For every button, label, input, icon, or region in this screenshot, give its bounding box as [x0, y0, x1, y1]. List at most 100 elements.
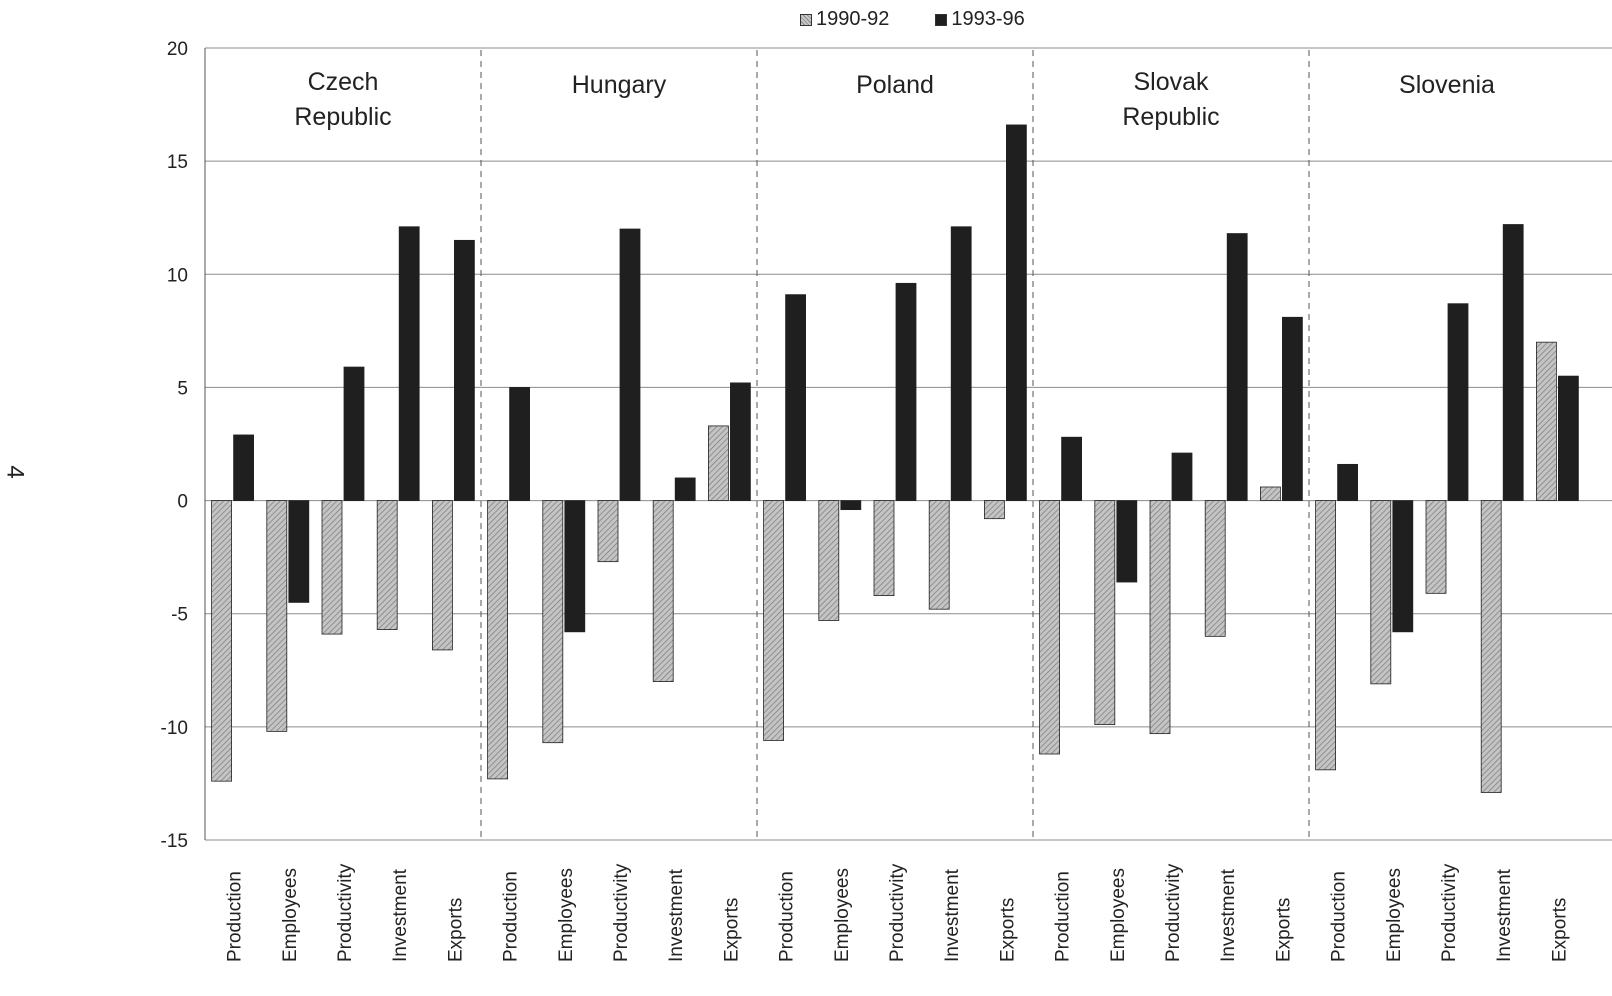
y-tick-label: 5	[177, 378, 188, 399]
category-label: Exports	[721, 898, 742, 962]
bar-1993-96-productivity	[895, 282, 917, 501]
group-title: Poland	[856, 71, 934, 99]
category-label: Production	[225, 871, 246, 962]
bar-1990-92-exports	[1536, 341, 1557, 501]
bar-1993-96-production	[785, 294, 806, 501]
bar-1990-92-productivity	[873, 500, 895, 597]
category-label: Production	[501, 871, 522, 962]
category-label: Productivity	[1439, 863, 1460, 962]
category-label: Production	[1053, 871, 1074, 962]
bar-1990-92-exports	[431, 500, 453, 651]
group-title: Hungary	[572, 71, 667, 99]
bar-1993-96-employees	[1116, 500, 1138, 583]
category-label: Investment	[1494, 868, 1515, 962]
group-title: Republic	[1122, 103, 1219, 131]
y-tick-label: -5	[171, 605, 188, 626]
bar-1993-96-investment	[1226, 233, 1248, 501]
bar-1993-96-employees	[1392, 500, 1414, 633]
bar-1993-96-production	[1337, 463, 1358, 501]
group-title: Slovak	[1133, 68, 1209, 96]
bar-1993-96-employees	[288, 500, 310, 603]
bar-1990-92-investment	[1480, 500, 1502, 793]
legend-swatch-1990-92	[800, 13, 812, 26]
bar-1993-96-exports	[1006, 124, 1027, 501]
bar-1993-96-employees	[840, 500, 862, 511]
y-tick-label: 10	[167, 265, 188, 286]
bar-1990-92-production	[487, 500, 509, 780]
bar-1990-92-productivity	[321, 500, 343, 635]
y-tick-label: 20	[167, 39, 188, 60]
legend-item-1993-96: 1993-96	[935, 8, 1025, 31]
bar-1993-96-exports	[453, 239, 475, 501]
bars-layer	[211, 124, 1579, 793]
category-label: Production	[777, 871, 798, 962]
bar-1993-96-production	[509, 387, 531, 501]
bar-1990-92-production	[211, 500, 233, 782]
category-label: Exports	[997, 898, 1018, 962]
bar-1993-96-production	[233, 434, 255, 501]
bar-1990-92-exports	[984, 500, 1005, 520]
bar-1993-96-exports	[1558, 375, 1579, 501]
legend-item-1990-92: 1990-92	[800, 8, 889, 31]
category-label: Exports	[1273, 898, 1294, 962]
category-label: Productivity	[611, 863, 632, 962]
group-title: Republic	[294, 103, 391, 131]
y-tick-label: 0	[177, 492, 188, 513]
bar-1990-92-production	[763, 500, 784, 741]
group-title: Slovenia	[1399, 71, 1495, 99]
bar-1993-96-investment	[1502, 224, 1524, 501]
category-label: Productivity	[887, 863, 908, 962]
category-label: Employees	[556, 868, 577, 962]
category-label: Investment	[666, 868, 687, 962]
category-label: Exports	[445, 898, 466, 962]
category-label: Productivity	[1163, 863, 1184, 962]
y-tick-label: -15	[161, 831, 188, 852]
category-label: Employees	[1384, 868, 1405, 962]
bar-1990-92-investment	[376, 500, 398, 630]
bar-1990-92-employees	[818, 500, 840, 621]
bar-1993-96-production	[1061, 436, 1082, 501]
group-title: Czech	[308, 68, 379, 96]
y-tick-label: -10	[161, 718, 188, 739]
bar-1993-96-investment	[398, 226, 420, 501]
category-label: Production	[1329, 871, 1350, 962]
bar-1993-96-investment	[950, 226, 972, 501]
bar-1990-92-productivity	[597, 500, 619, 563]
legend-label-1990-92: 1990-92	[816, 8, 890, 30]
bar-1990-92-investment	[652, 500, 674, 683]
y-tick-label: 15	[167, 152, 188, 173]
bar-1990-92-exports	[708, 425, 729, 501]
bar-1990-92-employees	[1094, 500, 1116, 725]
category-label: Investment	[390, 868, 411, 962]
bar-1993-96-productivity	[1447, 303, 1469, 501]
category-label: Employees	[832, 868, 853, 962]
bar-1993-96-investment	[674, 477, 696, 501]
bar-1990-92-investment	[928, 500, 950, 610]
bar-1990-92-production	[1315, 500, 1336, 771]
bar-1993-96-employees	[564, 500, 586, 633]
bar-1990-92-production	[1039, 500, 1060, 755]
bar-1993-96-productivity	[1171, 452, 1193, 501]
bar-1990-92-employees	[542, 500, 564, 744]
bar-1990-92-productivity	[1425, 500, 1447, 594]
text-layer: 20 15 10 5 0 -5 -10 -15 Czech Republic Production E…	[161, 39, 1571, 962]
bar-1990-92-investment	[1204, 500, 1226, 637]
bar-1990-92-employees	[266, 500, 288, 732]
legend-swatch-1993-96	[935, 13, 948, 26]
category-label: Investment	[942, 868, 963, 962]
bar-1990-92-employees	[1370, 500, 1392, 685]
category-label: Investment	[1218, 868, 1239, 962]
bar-1990-92-exports	[1260, 486, 1281, 501]
category-label: Productivity	[335, 863, 356, 962]
bar-1990-92-productivity	[1149, 500, 1171, 735]
legend-label-1993-96: 1993-96	[951, 8, 1025, 30]
category-label: Employees	[280, 868, 301, 962]
legend: 1990-92 1993-96	[800, 8, 1025, 31]
bar-1993-96-productivity	[343, 366, 365, 501]
bar-1993-96-exports	[730, 382, 751, 501]
bar-1993-96-exports	[1282, 316, 1303, 501]
category-label: Exports	[1549, 898, 1570, 962]
bar-1993-96-productivity	[619, 228, 641, 501]
category-label: Employees	[1108, 868, 1129, 962]
